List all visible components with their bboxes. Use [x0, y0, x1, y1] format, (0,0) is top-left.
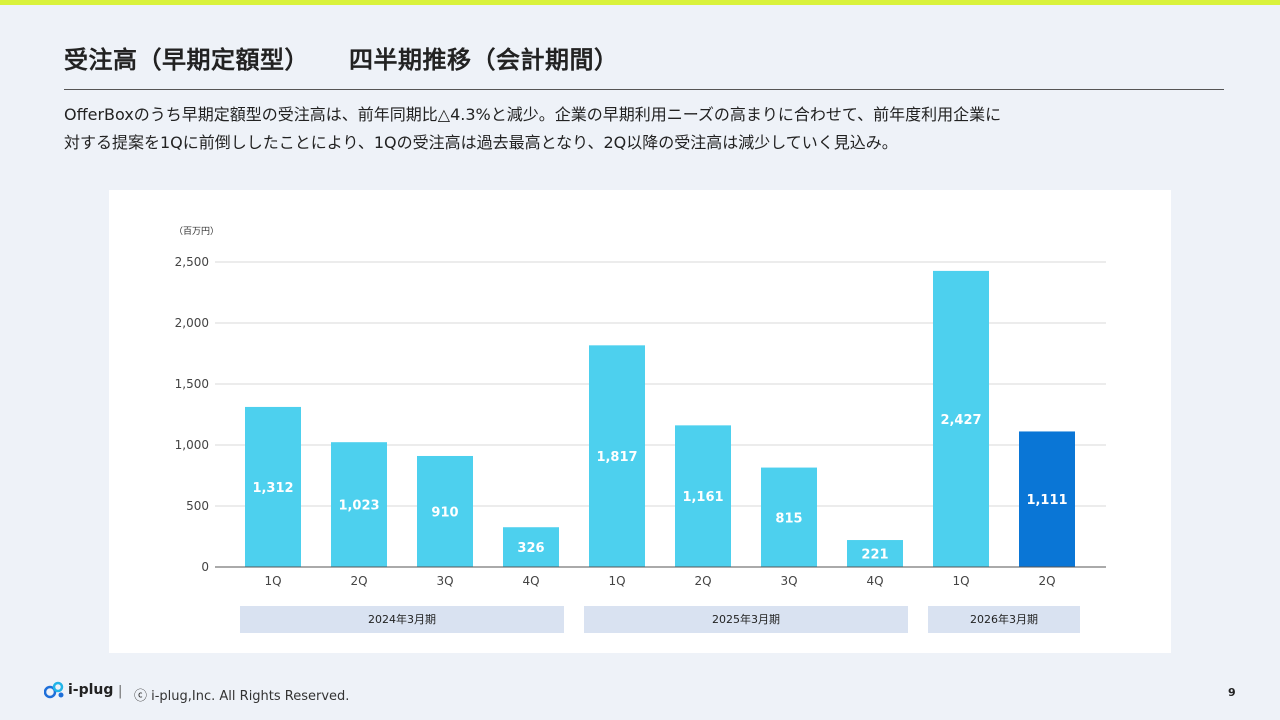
bar [331, 442, 387, 567]
data-label: 1,312 [252, 481, 293, 496]
data-label: 326 [517, 541, 544, 556]
footer-brand: i-plug [68, 682, 114, 698]
iplug-logo-icon [43, 680, 66, 704]
title-sub: 四半期推移（会計期間） [349, 46, 619, 74]
data-label: 1,023 [338, 499, 379, 514]
title-main: 受注高（早期定額型） [64, 46, 309, 74]
bar [761, 467, 817, 567]
data-label: 815 [775, 511, 802, 526]
description: OfferBoxのうち早期定額型の受注高は、前年同期比△4.3%と減少。企業の早… [64, 101, 1224, 157]
x-tick-label: 2Q [350, 574, 367, 588]
bar [1019, 431, 1075, 567]
description-line-2: 対する提案を1Qに前倒ししたことにより、1Qの受注高は過去最高となり、2Q以降の… [64, 133, 898, 152]
y-tick-label: 1,500 [175, 377, 209, 391]
bar [245, 406, 301, 567]
bar [589, 345, 645, 567]
x-tick-label: 4Q [866, 574, 883, 588]
page-number: 9 [1228, 686, 1236, 699]
data-label: 2,427 [940, 413, 981, 428]
bar [675, 425, 731, 567]
x-tick-label: 1Q [608, 574, 625, 588]
data-label: 910 [431, 505, 458, 520]
x-tick-label: 1Q [264, 574, 281, 588]
data-label: 221 [861, 548, 888, 563]
x-tick-label: 3Q [436, 574, 453, 588]
y-tick-label: 2,000 [175, 316, 209, 330]
description-line-1: OfferBoxのうち早期定額型の受注高は、前年同期比△4.3%と減少。企業の早… [64, 105, 1002, 124]
x-tick-label: 3Q [780, 574, 797, 588]
y-tick-label: 1,000 [175, 438, 209, 452]
bar [417, 455, 473, 567]
x-tick-label: 1Q [952, 574, 969, 588]
bar [933, 270, 989, 567]
period-label: 2026年3月期 [928, 606, 1080, 633]
y-tick-label: 0 [201, 560, 209, 574]
y-tick-label: 500 [186, 499, 209, 513]
y-tick-label: 2,500 [175, 255, 209, 269]
page-title: 受注高（早期定額型） 四半期推移（会計期間） [64, 40, 619, 75]
x-tick-label: 4Q [522, 574, 539, 588]
bar [503, 527, 559, 567]
top-accent-bar [0, 0, 1280, 5]
footer-separator: | [118, 684, 123, 699]
chart-unit-label: （百万円） [174, 227, 220, 237]
title-divider [64, 89, 1224, 90]
bar [847, 540, 903, 567]
x-tick-label: 2Q [1038, 574, 1055, 588]
period-label: 2025年3月期 [584, 606, 908, 633]
x-tick-label: 2Q [694, 574, 711, 588]
data-label: 1,111 [1026, 493, 1067, 508]
footer-copyright: ⓒ i-plug,Inc. All Rights Reserved. [134, 689, 350, 704]
data-label: 1,817 [596, 450, 637, 465]
data-label: 1,161 [682, 490, 723, 505]
period-label: 2024年3月期 [240, 606, 564, 633]
